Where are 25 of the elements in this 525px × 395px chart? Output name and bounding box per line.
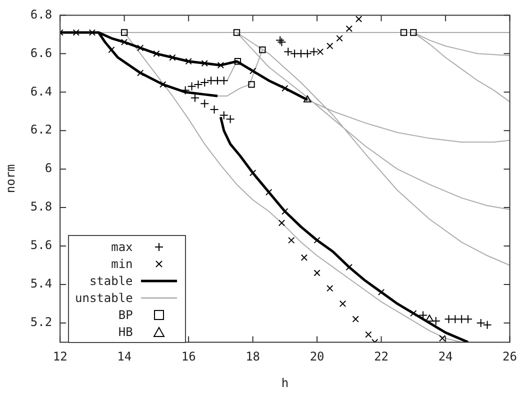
x-tick-label: 12 [52, 350, 68, 364]
y-tick-label: 5.4 [30, 276, 52, 291]
legend-label: BP [118, 308, 133, 322]
y-tick-label: 5.2 [30, 315, 52, 330]
y-tick-label: 6.8 [30, 7, 52, 22]
y-tick-label: 6.4 [30, 84, 52, 98]
y-tick-label: 5.8 [30, 200, 52, 214]
x-tick-label: 24 [438, 350, 453, 364]
legend-label: min [111, 256, 133, 270]
x-tick-label: 14 [117, 350, 132, 364]
y-tick-label: 5.6 [30, 238, 52, 252]
y-tick-label: 6.2 [30, 122, 52, 137]
x-tick-label: 16 [181, 350, 196, 364]
x-axis-title: h [281, 376, 289, 390]
y-axis-title: norm [3, 164, 18, 194]
x-tick-label: 26 [502, 350, 517, 364]
legend-label: HB [118, 324, 133, 338]
x-tick-label: 22 [374, 350, 389, 364]
x-tick-label: 18 [246, 350, 260, 364]
legend-label: max [111, 240, 133, 254]
legend-label: stable [89, 274, 133, 288]
y-tick-label: 6.6 [30, 46, 52, 60]
x-tick-label: 20 [310, 350, 324, 364]
legend-label: unstable [75, 290, 133, 304]
y-tick-label: 6 [44, 161, 52, 176]
